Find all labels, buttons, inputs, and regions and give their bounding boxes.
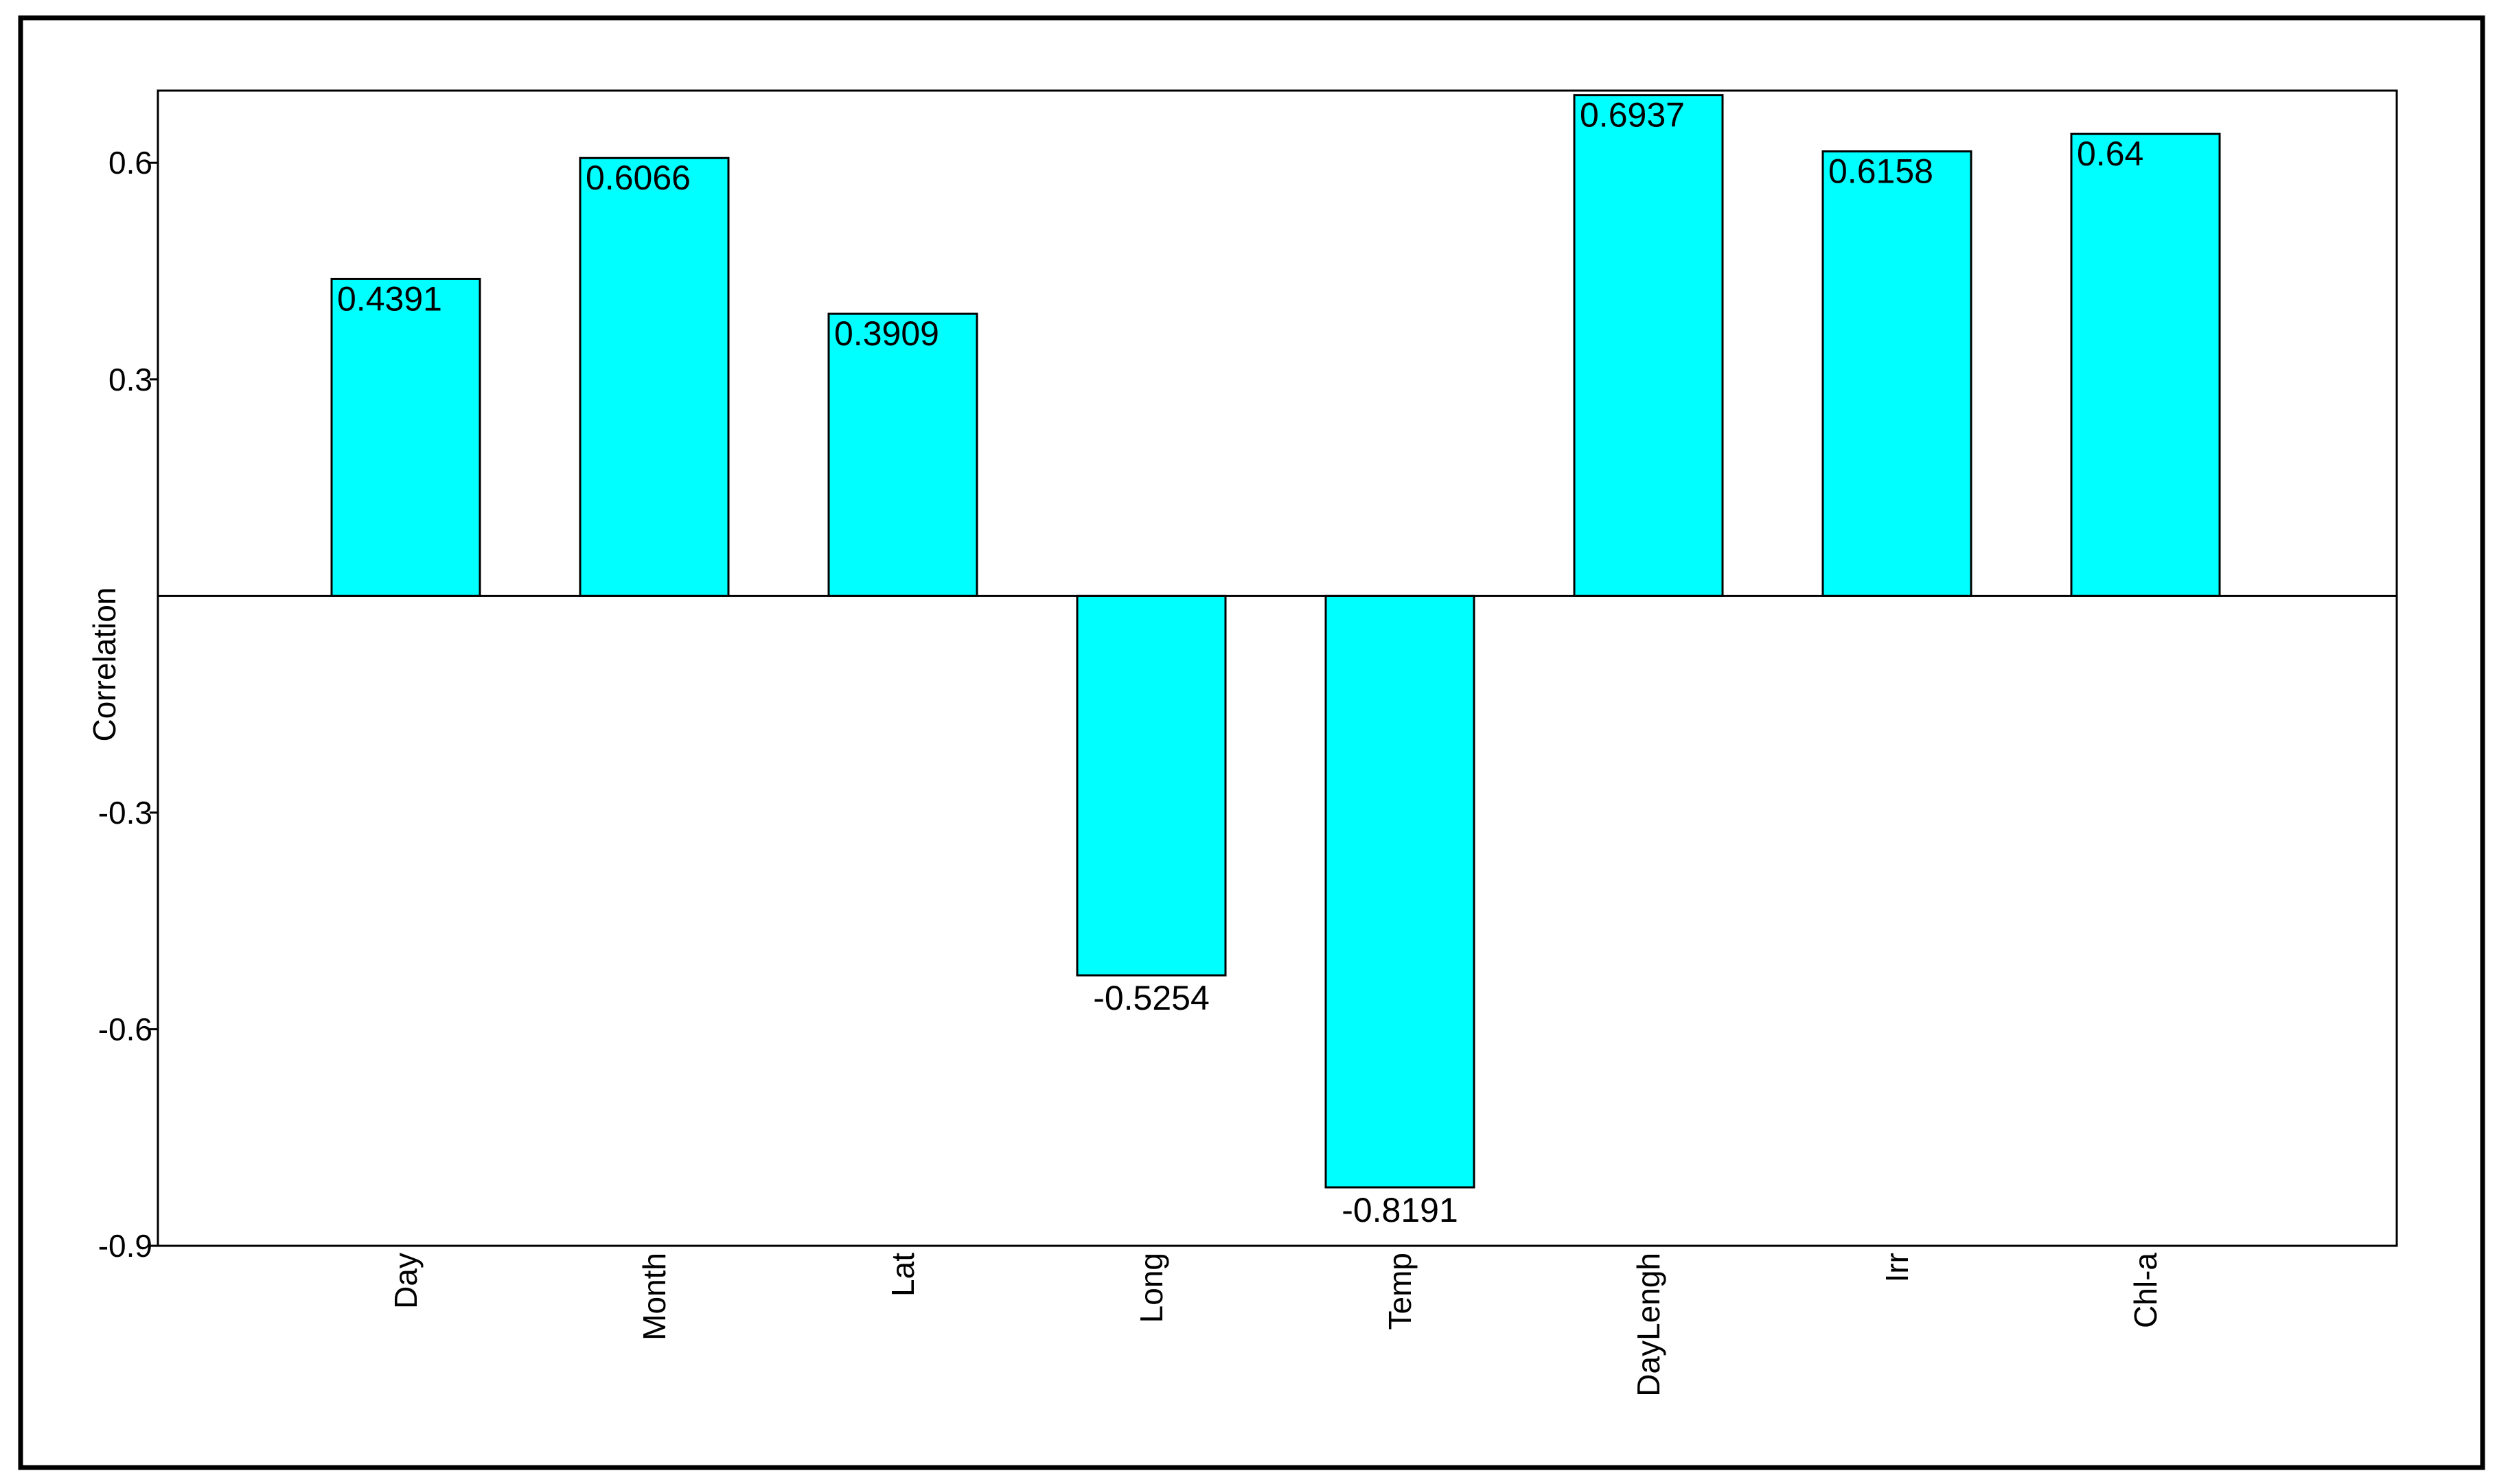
data-label-lat: 0.3909 (834, 314, 939, 353)
data-label-long: -0.5254 (1093, 979, 1210, 1017)
bar-irr (1821, 150, 1972, 597)
y-tick-label: 0.6 (108, 145, 152, 181)
bar-month (579, 156, 730, 597)
bars-layer: 0.4391 0.6066 0.3909 -0.5254 -0.8191 0.6937 0.… (330, 94, 2221, 1229)
x-tick-label-month: Month (636, 1253, 672, 1341)
x-axis: Day Month Lat Long Temp DayLengh Irr Chl-a (388, 1253, 2163, 1397)
data-label-irr: 0.6158 (1828, 152, 1933, 191)
y-tick-label: 0.3 (108, 362, 152, 397)
y-axis: 0.6 0.3 -0.3 -0.6 -0.9 (98, 145, 158, 1264)
x-tick-label-lat: Lat (885, 1253, 921, 1297)
y-tick-label: -0.3 (98, 795, 152, 831)
bar-long (1076, 594, 1227, 977)
y-tick-label: -0.9 (98, 1228, 152, 1264)
bar-daylengh (1573, 94, 1724, 597)
data-label-chl-a: 0.64 (2077, 135, 2143, 173)
y-tick-label: -0.6 (98, 1011, 152, 1047)
plot-area (157, 89, 2398, 1247)
y-axis-title: Correlation (87, 588, 122, 742)
data-label-day: 0.4391 (337, 279, 442, 318)
bar-day (330, 277, 481, 597)
x-tick-label-chl-a: Chl-a (2128, 1253, 2163, 1328)
bar-temp (1324, 594, 1475, 1189)
x-tick-label-temp: Temp (1382, 1253, 1418, 1330)
x-tick-label-daylengh: DayLengh (1631, 1253, 1666, 1397)
data-label-month: 0.6066 (586, 159, 691, 197)
bar-chl-a (2070, 132, 2221, 597)
x-tick-label-irr: Irr (1879, 1253, 1915, 1282)
data-label-daylengh: 0.6937 (1580, 96, 1685, 135)
x-tick-label-day: Day (388, 1253, 424, 1309)
bar-lat (827, 312, 978, 597)
x-tick-label-long: Long (1134, 1253, 1169, 1323)
data-label-temp: -0.8191 (1342, 1191, 1458, 1229)
